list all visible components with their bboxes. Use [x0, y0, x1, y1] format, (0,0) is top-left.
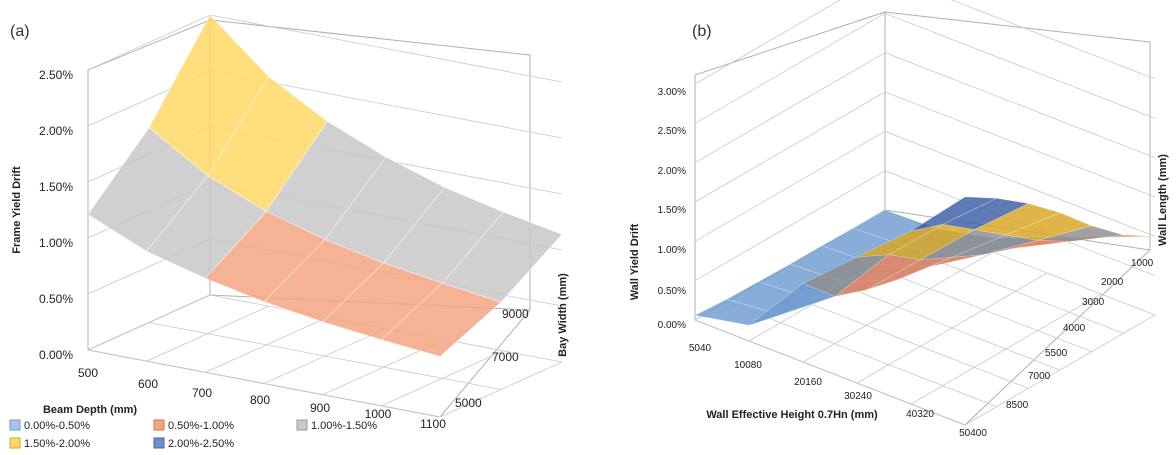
b-surface-patch [1004, 212, 1093, 241]
a-floor-gridline-y [148, 322, 502, 390]
b-wall-gridline [694, 12, 1156, 124]
panel-a: (a) 0.00% 0.50% 1.00% 1.50% 2.00% 2.50% … [9, 14, 569, 450]
b-x-tick-1: 10080 [734, 360, 762, 371]
b-y-tick-0: 1000 [1131, 258, 1154, 269]
b-z-tick-1: 0.50% [658, 286, 686, 297]
b-y-tick-6: 8500 [1006, 400, 1029, 411]
panel-a-surface [87, 14, 563, 357]
b-z-tick-6: 3.00% [658, 87, 686, 98]
b-x-tick-2: 20160 [794, 377, 822, 388]
legend-swatch-0 [9, 419, 21, 431]
legend-item-1: 0.50%-1.00% [153, 419, 234, 432]
panel-a-z-ticks: 0.00% 0.50% 1.00% 1.50% 2.00% 2.50% [39, 68, 73, 362]
panel-b: (b) 0.00% 0.50% 1.00% 1.50% 2.00% 2.50% … [629, 0, 1169, 439]
legend-label-3: 1.50%-2.00% [24, 438, 90, 450]
b-x-axis-label: Wall Effective Height 0.7Hn (mm) [706, 409, 878, 421]
legend-swatch-1 [153, 419, 165, 431]
panel-b-z-ticks: 0.00% 0.50% 1.00% 1.50% 2.00% 2.50% 3.00… [658, 87, 686, 331]
a-y-tick-1: 7000 [492, 350, 519, 364]
b-z-axis-label: Wall Yield Drift [629, 223, 641, 300]
a-floor-gridline-y [87, 349, 441, 418]
a-x-axis-label: Beam Depth (mm) [43, 404, 137, 416]
b-z-tick-0: 0.00% [658, 320, 686, 331]
a-z-axis-label: Frame Yield Drift [11, 166, 23, 254]
legend-swatch-2 [296, 419, 308, 431]
panel-a-y-ticks: 5000 7000 9000 [455, 307, 529, 410]
a-x-tick-3: 800 [250, 393, 270, 407]
a-y-tick-0: 5000 [455, 396, 482, 410]
a-z-tick-2: 1.00% [39, 236, 73, 250]
b-y-tick-5: 7000 [1028, 371, 1051, 382]
panel-b-frame [694, 11, 1151, 426]
b-z-tick-2: 1.00% [658, 245, 686, 256]
a-x-tick-6: 1100 [420, 417, 446, 431]
b-surface-patch [973, 203, 1061, 236]
a-z-tick-4: 2.00% [39, 124, 73, 138]
legend-label-2: 1.00%-1.50% [311, 420, 377, 432]
legend-label-1: 0.50%-1.00% [168, 420, 234, 432]
b-y-tick-2: 3000 [1082, 297, 1105, 308]
b-x-tick-0: 5040 [689, 343, 712, 354]
b-y-axis-label: Wall Length (mm) [1157, 154, 1169, 246]
a-z-tick-0: 0.00% [39, 348, 73, 362]
panel-a-legend: 0.00%-0.50% 0.50%-1.00% 1.00%-1.50% 1.50… [9, 419, 377, 450]
panel-a-label: (a) [10, 23, 30, 40]
b-wall-gridline [694, 91, 1156, 203]
b-wall-gridline [694, 52, 1156, 164]
b-floor-gridline-y [694, 319, 966, 426]
legend-label-0: 0.00%-0.50% [24, 420, 90, 432]
b-surface-patch [1037, 225, 1124, 242]
b-wall-gridline [694, 130, 1156, 242]
legend-item-3: 1.50%-2.00% [9, 437, 90, 450]
b-surface-patch [941, 197, 1030, 230]
a-z-tick-3: 1.50% [39, 180, 73, 194]
b-z-tick-5: 2.50% [658, 126, 686, 137]
legend-item-4: 2.00%-2.50% [153, 437, 234, 450]
b-y-tick-4: 5500 [1045, 348, 1068, 359]
legend-swatch-4 [153, 437, 165, 449]
b-y-tick-3: 4000 [1063, 323, 1086, 334]
panel-b-x-ticks: 5040 10080 20160 30240 40320 50400 [689, 343, 987, 439]
a-surface-patch [380, 282, 502, 357]
a-y-tick-2: 9000 [502, 307, 529, 321]
b-x-tick-5: 50400 [959, 428, 987, 439]
panel-b-y-ticks: 1000 2000 3000 4000 5500 7000 8500 [1006, 258, 1154, 411]
a-y-axis-label: Bay Width (mm) [557, 273, 569, 357]
a-x-tick-4: 900 [310, 401, 330, 415]
b-x-tick-4: 40320 [906, 409, 934, 420]
legend-item-0: 0.00%-0.50% [9, 419, 90, 432]
panel-b-label: (b) [692, 23, 712, 40]
a-z-tick-5: 2.50% [39, 68, 73, 82]
a-wall-gridline [87, 14, 563, 83]
b-z-tick-4: 2.00% [658, 166, 686, 177]
b-wall-gridline [694, 0, 1156, 85]
a-x-tick-2: 700 [192, 386, 212, 400]
panel-a-x-ticks: 500 600 700 800 900 1000 1100 [78, 366, 446, 431]
legend-swatch-3 [9, 437, 21, 449]
b-z-tick-3: 1.50% [658, 205, 686, 216]
b-x-tick-3: 30240 [844, 391, 872, 402]
a-x-tick-1: 600 [138, 377, 158, 391]
panel-b-surface [694, 196, 1156, 326]
a-x-tick-0: 500 [78, 366, 98, 380]
b-floor-gridline-y [726, 301, 997, 408]
b-surface-patch [910, 196, 997, 232]
a-z-tick-1: 0.50% [39, 292, 73, 306]
panel-b-grid [694, 0, 1156, 426]
legend-label-4: 2.00%-2.50% [168, 438, 234, 450]
legend-item-2: 1.00%-1.50% [296, 419, 377, 432]
a-x-tick-5: 1000 [365, 407, 392, 421]
b-y-tick-1: 2000 [1101, 277, 1124, 288]
